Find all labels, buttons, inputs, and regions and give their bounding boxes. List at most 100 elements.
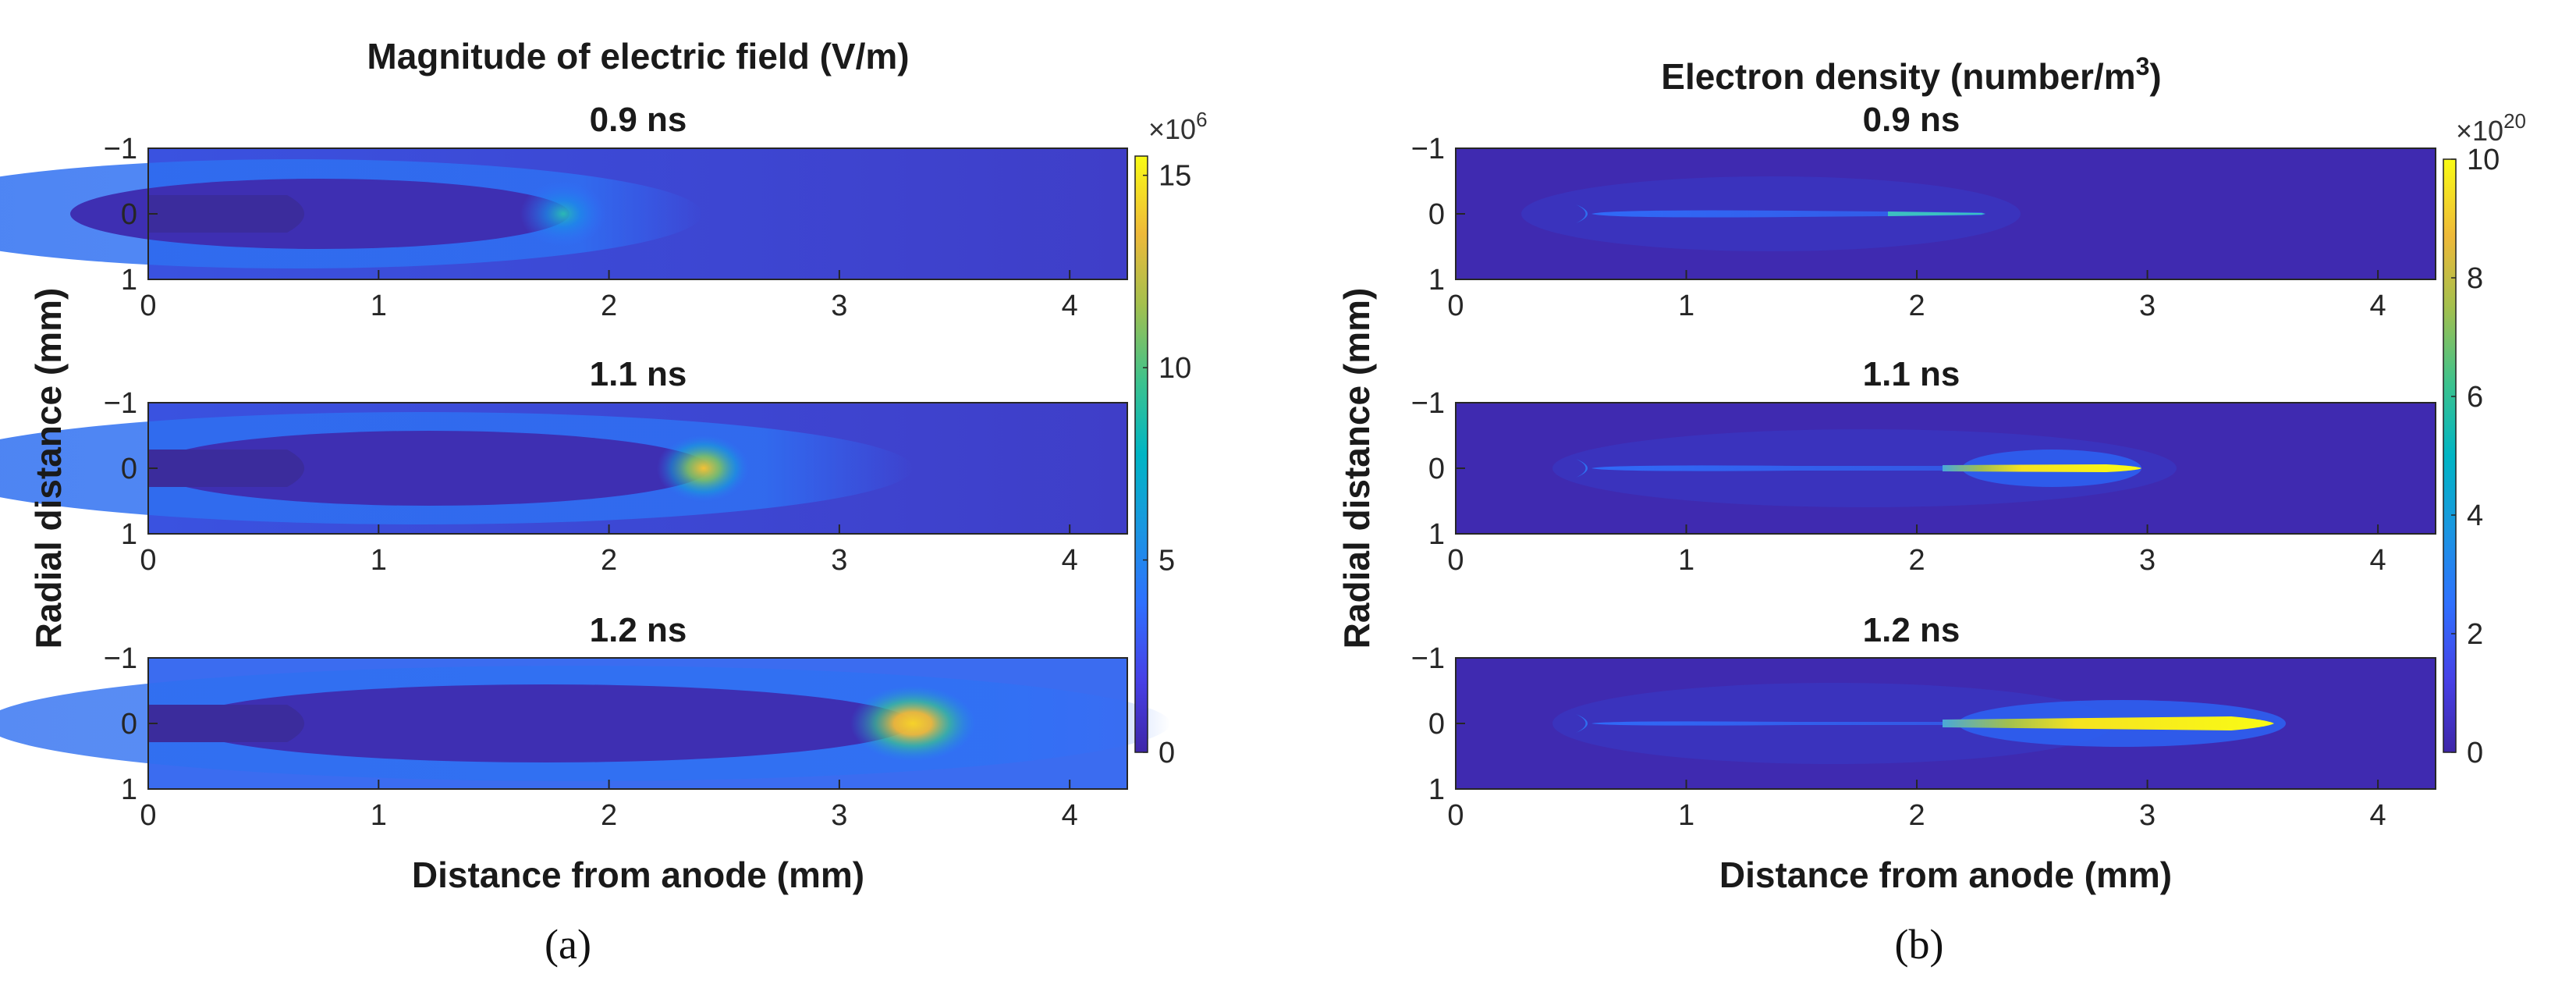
y-tick-label: 1	[1428, 518, 1445, 551]
x-tick-label: 0	[140, 799, 156, 832]
colorbar-tick-label: 5	[1158, 545, 1175, 578]
ef-subplot-0-9ns: 0.9 ns	[0, 101, 1127, 279]
ef-colorbar-bar	[1134, 155, 1148, 753]
ed-channel	[1591, 465, 1950, 471]
ef-subplot-title: 1.2 ns	[590, 611, 687, 649]
ef-inner-region	[148, 431, 710, 506]
colorbar-tick-label: 4	[2467, 499, 2483, 532]
ed-anode-tip	[1576, 714, 1588, 733]
x-tick-label: 0	[1447, 290, 1464, 322]
colorbar-tick-label: 0	[2467, 737, 2483, 769]
panel-a-title: Magnitude of electric field (V/m)	[367, 36, 909, 76]
y-tick-label: 0	[121, 453, 137, 485]
ed-subplot-0-9ns: 0.9 ns	[1456, 101, 2436, 279]
x-tick-label: 2	[1908, 544, 1925, 577]
x-tick-label: 1	[371, 290, 387, 322]
ef-ylabel: Radial distance (mm)	[28, 288, 69, 649]
x-tick-label: 2	[601, 290, 617, 322]
y-tick-label: 1	[121, 773, 137, 806]
x-tick-label: 4	[1062, 799, 1078, 832]
x-tick-label: 1	[1678, 544, 1694, 577]
x-tick-label: 4	[2370, 544, 2386, 577]
x-tick-label: 2	[601, 544, 617, 577]
x-tick-label: 4	[2370, 290, 2386, 322]
ed-colorbar-multiplier: ×1020	[2456, 109, 2526, 147]
ed-subplot-title: 0.9 ns	[1863, 101, 1960, 139]
x-tick-label: 0	[1447, 544, 1464, 577]
x-tick-label: 3	[831, 290, 847, 322]
ef-subplot-1-1ns: 1.1 ns	[0, 355, 1127, 534]
y-tick-label: 1	[121, 264, 137, 297]
panel-b-caption: (b)	[1895, 921, 1944, 968]
ef-front-glow	[850, 686, 975, 761]
x-tick-label: 4	[1062, 290, 1078, 322]
y-tick-label: 0	[121, 708, 137, 741]
ef-xlabel: Distance from anode (mm)	[412, 855, 864, 895]
y-tick-label: 1	[121, 518, 137, 551]
ef-colorbar: ×106 0 5 10 15	[1134, 108, 1208, 769]
y-tick-label: 0	[1428, 453, 1445, 485]
ed-channel	[1591, 210, 1985, 218]
ed-channel-hot	[1943, 716, 2274, 730]
ed-colorbar: ×1020 0 2 4 6 8 10	[2443, 109, 2526, 769]
x-tick-label: 1	[1678, 290, 1694, 322]
ef-front-glow	[657, 434, 750, 503]
ed-colorbar-bar	[2443, 158, 2457, 753]
x-tick-label: 3	[2139, 799, 2156, 832]
y-tick-label: −1	[1411, 642, 1445, 675]
colorbar-tick-label: 8	[2467, 262, 2483, 295]
ed-anode-tip	[1576, 459, 1588, 478]
y-tick-label: −1	[1411, 133, 1445, 165]
ed-channel-tip	[1888, 211, 1985, 216]
x-tick-label: 1	[371, 544, 387, 577]
ef-anode	[148, 705, 304, 742]
colorbar-tick-label: 15	[1158, 160, 1191, 193]
panel-a-caption: (a)	[545, 921, 591, 968]
ef-subplot-1-2ns: 1.2 ns	[0, 611, 1170, 789]
ed-subplot-1-2ns: 1.2 ns	[1456, 611, 2436, 789]
panel-electron-density: Electron density (number/m3) 0.9 ns 1.1 …	[1336, 52, 2526, 968]
ef-subplot-title: 0.9 ns	[590, 101, 687, 139]
x-tick-label: 3	[2139, 290, 2156, 322]
y-tick-label: −1	[104, 387, 137, 420]
ef-colorbar-multiplier: ×106	[1148, 108, 1208, 145]
panel-electric-field: Magnitude of electric field (V/m) 0.9 ns…	[0, 36, 1208, 968]
panel-b-title: Electron density (number/m3)	[1661, 52, 2161, 97]
x-tick-label: 0	[140, 290, 156, 322]
ed-anode-tip	[1576, 204, 1588, 223]
ed-subplot-1-1ns: 1.1 ns	[1456, 355, 2436, 534]
y-tick-label: 0	[1428, 198, 1445, 231]
x-tick-label: 2	[1908, 290, 1925, 322]
colorbar-tick-label: 0	[1158, 737, 1175, 769]
ef-subplot-title: 1.1 ns	[590, 355, 687, 393]
ef-anode	[148, 450, 304, 487]
x-tick-label: 3	[831, 799, 847, 832]
y-tick-label: 1	[1428, 773, 1445, 806]
y-tick-label: −1	[1411, 387, 1445, 420]
colorbar-tick-label: 2	[2467, 618, 2483, 651]
x-tick-label: 4	[1062, 544, 1078, 577]
ef-inner-region	[70, 179, 569, 249]
colorbar-tick-label: 6	[2467, 381, 2483, 414]
ed-subplot-title: 1.2 ns	[1863, 611, 1960, 649]
colorbar-tick-label: 10	[1158, 352, 1191, 385]
x-tick-label: 3	[831, 544, 847, 577]
y-tick-label: −1	[104, 133, 137, 165]
x-tick-label: 2	[601, 799, 617, 832]
colorbar-tick-label: 10	[2467, 144, 2500, 176]
y-tick-label: 1	[1428, 264, 1445, 297]
ed-xlabel: Distance from anode (mm)	[1719, 855, 2172, 895]
ef-anode	[148, 195, 304, 233]
ed-channel	[1591, 721, 1950, 726]
ef-inner-region	[179, 684, 913, 762]
y-tick-label: −1	[104, 642, 137, 675]
x-tick-label: 0	[1447, 799, 1464, 832]
y-tick-label: 0	[1428, 708, 1445, 741]
x-tick-label: 4	[2370, 799, 2386, 832]
ed-colorbar-ticks: 0 2 4 6 8 10	[2451, 144, 2500, 769]
ed-channel-hot	[1943, 464, 2141, 472]
ed-ylabel: Radial distance (mm)	[1336, 288, 1377, 649]
